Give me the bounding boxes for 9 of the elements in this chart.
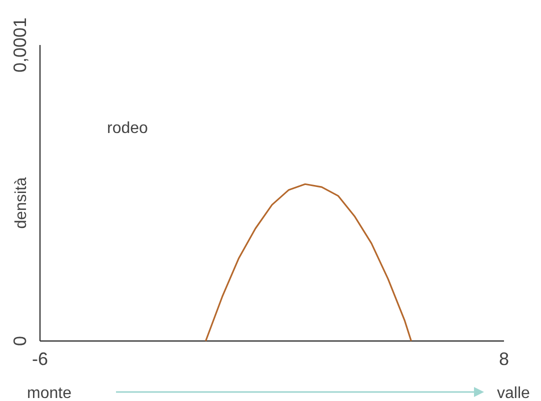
line-series xyxy=(204,183,412,342)
y-axis-title: densità xyxy=(13,177,30,229)
x-tick-label: 8 xyxy=(498,349,510,369)
annotation: rodeo xyxy=(107,120,148,137)
y-tick-label: 0,0001 xyxy=(10,17,30,73)
x-tick-label: -6 xyxy=(32,349,48,369)
text: monte xyxy=(27,385,72,401)
text: valle xyxy=(497,385,530,401)
y-tick-label: 0 xyxy=(10,336,30,346)
